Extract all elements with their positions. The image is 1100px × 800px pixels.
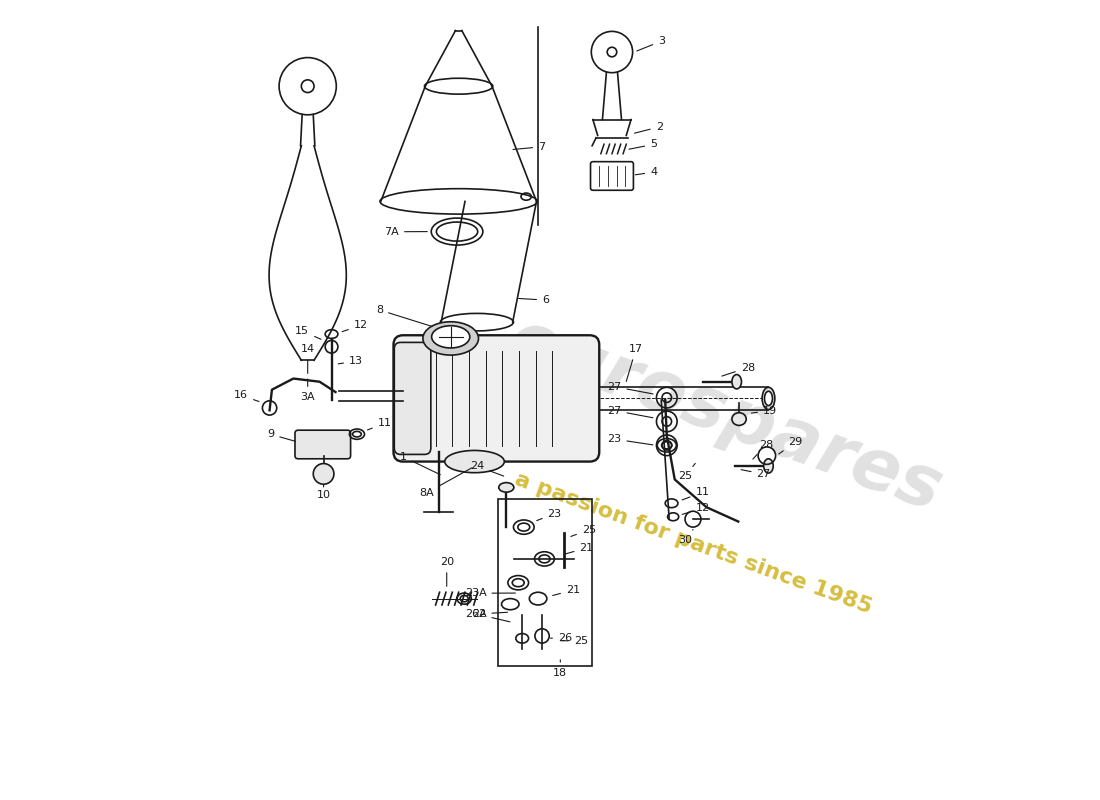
FancyBboxPatch shape — [591, 162, 634, 190]
Text: 17: 17 — [626, 344, 642, 382]
Text: 25: 25 — [561, 636, 588, 646]
Ellipse shape — [498, 482, 514, 492]
FancyBboxPatch shape — [394, 342, 431, 454]
Text: 19: 19 — [751, 406, 777, 415]
Text: 12: 12 — [682, 503, 710, 514]
Text: 22: 22 — [472, 609, 507, 619]
Text: 28: 28 — [752, 440, 773, 459]
Text: 15: 15 — [295, 326, 321, 339]
Ellipse shape — [444, 450, 504, 473]
Text: 26A: 26A — [464, 609, 510, 622]
Text: 27: 27 — [607, 382, 653, 394]
Text: 8: 8 — [376, 305, 432, 326]
Text: 11: 11 — [682, 487, 710, 500]
Ellipse shape — [422, 322, 478, 355]
Text: 23: 23 — [537, 509, 562, 521]
Text: 27: 27 — [607, 406, 653, 418]
Ellipse shape — [764, 391, 772, 406]
Ellipse shape — [732, 374, 741, 389]
Text: 7A: 7A — [384, 226, 427, 237]
Text: 27: 27 — [741, 469, 771, 479]
Text: 21: 21 — [564, 543, 594, 554]
Ellipse shape — [763, 458, 773, 473]
Text: 16: 16 — [234, 390, 258, 402]
Text: 26: 26 — [550, 633, 572, 642]
Text: 21: 21 — [552, 585, 580, 595]
Text: 11: 11 — [367, 418, 392, 430]
Text: 30: 30 — [678, 530, 693, 545]
Text: 1: 1 — [400, 452, 440, 474]
Text: 23A: 23A — [464, 588, 516, 598]
Text: 12: 12 — [342, 321, 367, 332]
Text: 25: 25 — [571, 525, 596, 537]
Text: 24: 24 — [470, 461, 504, 476]
Text: 13: 13 — [338, 356, 363, 366]
Bar — [498, 499, 592, 666]
Ellipse shape — [762, 387, 774, 410]
Circle shape — [314, 463, 334, 484]
Text: 28: 28 — [722, 362, 755, 376]
Text: 3A: 3A — [300, 379, 315, 402]
Text: 2: 2 — [635, 122, 663, 133]
Text: 29: 29 — [779, 438, 803, 454]
Text: 20: 20 — [440, 558, 454, 586]
Text: 10: 10 — [317, 485, 331, 500]
Text: a passion for parts since 1985: a passion for parts since 1985 — [512, 469, 874, 617]
FancyBboxPatch shape — [394, 335, 600, 462]
Text: 5: 5 — [629, 139, 657, 150]
Ellipse shape — [431, 326, 470, 348]
Text: 3: 3 — [637, 36, 666, 51]
Text: 18: 18 — [553, 660, 568, 678]
Text: eurospares: eurospares — [498, 306, 952, 526]
Text: 4: 4 — [636, 167, 657, 177]
Text: 23: 23 — [607, 434, 653, 445]
FancyBboxPatch shape — [295, 430, 351, 458]
Text: 9: 9 — [267, 430, 296, 442]
Text: 8A: 8A — [419, 468, 472, 498]
Ellipse shape — [732, 413, 746, 426]
Text: 14: 14 — [300, 344, 315, 374]
Text: 7: 7 — [513, 142, 546, 152]
Text: 25: 25 — [678, 463, 695, 482]
Text: 6: 6 — [518, 295, 549, 305]
